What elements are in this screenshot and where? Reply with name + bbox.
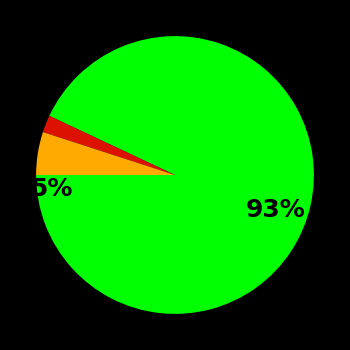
Text: 5%: 5% [30, 177, 72, 201]
Wedge shape [36, 36, 314, 314]
Wedge shape [43, 116, 175, 175]
Wedge shape [36, 132, 175, 175]
Text: 93%: 93% [246, 198, 306, 223]
